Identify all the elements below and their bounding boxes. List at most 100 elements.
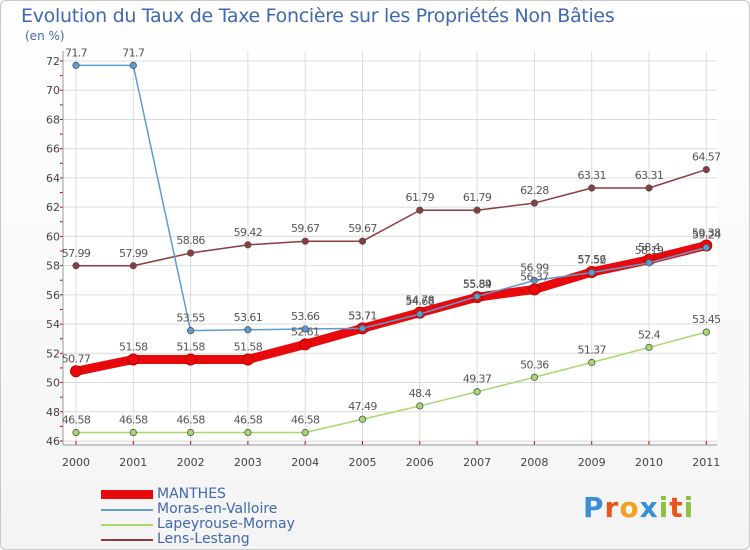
data-label-lens-lestang: 61.79 bbox=[406, 191, 435, 204]
data-label-manthes: 53.71 bbox=[348, 309, 377, 322]
data-label-lapeyrouse-mornay: 46.58 bbox=[291, 414, 320, 427]
data-label-moras-en-valloire: 58.19 bbox=[635, 244, 664, 257]
x-tick-label: 2010 bbox=[635, 456, 663, 469]
y-tick-label: 68 bbox=[46, 113, 60, 126]
legend-swatch bbox=[101, 508, 153, 511]
data-label-manthes: 51.58 bbox=[119, 340, 148, 353]
data-point-moras-en-valloire bbox=[244, 326, 252, 334]
data-point-lapeyrouse-mornay bbox=[187, 428, 195, 437]
data-label-moras-en-valloire: 53.61 bbox=[234, 311, 263, 324]
data-point-lapeyrouse-mornay bbox=[72, 428, 80, 437]
data-point-moras-en-valloire bbox=[187, 327, 195, 335]
y-tick-label: 72 bbox=[46, 55, 60, 68]
y-tick-label: 60 bbox=[46, 230, 60, 243]
y-tick-label: 52 bbox=[46, 347, 60, 360]
x-tick-label: 2001 bbox=[119, 456, 147, 469]
x-tick-label: 2004 bbox=[291, 456, 319, 469]
y-tick-label: 50 bbox=[46, 377, 60, 390]
data-point-lapeyrouse-mornay bbox=[129, 428, 137, 437]
y-tick-label: 48 bbox=[46, 406, 60, 419]
x-tick-label: 2005 bbox=[349, 456, 377, 469]
data-point-lens-lestang bbox=[702, 165, 710, 174]
data-label-lens-lestang: 61.79 bbox=[463, 191, 492, 204]
data-label-moras-en-valloire: 57.52 bbox=[577, 254, 606, 267]
data-label-lapeyrouse-mornay: 46.58 bbox=[234, 414, 263, 427]
legend-label: Moras-en-Valloire bbox=[157, 501, 278, 517]
data-label-lens-lestang: 59.67 bbox=[348, 222, 377, 235]
data-point-moras-en-valloire bbox=[416, 310, 424, 318]
data-point-lens-lestang bbox=[244, 241, 252, 249]
data-label-manthes: 51.58 bbox=[234, 340, 263, 353]
data-label-lapeyrouse-mornay: 52.4 bbox=[638, 328, 661, 341]
data-point-lapeyrouse-mornay bbox=[530, 373, 539, 381]
legend: MANTHES Moras-en-Valloire Lapeyrouse-Morna… bbox=[101, 487, 295, 547]
logo-letter: P bbox=[583, 491, 605, 524]
data-label-moras-en-valloire: 54.68 bbox=[406, 295, 435, 308]
data-point-moras-en-valloire bbox=[301, 325, 309, 333]
legend-item-lapeyrouse-mornay: Lapeyrouse-Mornay bbox=[101, 517, 295, 532]
data-point-manthes bbox=[528, 283, 541, 296]
legend-label: Lens-Lestang bbox=[157, 531, 250, 547]
data-point-lens-lestang bbox=[588, 184, 596, 192]
y-tick-label: 64 bbox=[46, 172, 60, 185]
data-label-moras-en-valloire: 71.7 bbox=[65, 46, 88, 59]
data-point-lens-lestang bbox=[72, 262, 80, 270]
data-label-manthes: 57.56 bbox=[577, 253, 606, 266]
x-tick-label: 2011 bbox=[692, 456, 720, 469]
logo-letter: x bbox=[639, 491, 659, 524]
series-line-moras-en-valloire bbox=[76, 64, 707, 332]
data-label-moras-en-valloire: 55.89 bbox=[463, 277, 492, 290]
data-label-lapeyrouse-mornay: 49.37 bbox=[463, 373, 492, 386]
data-point-lapeyrouse-mornay bbox=[358, 415, 367, 423]
data-label-lens-lestang: 64.57 bbox=[692, 151, 721, 164]
data-label-moras-en-valloire: 71.7 bbox=[122, 46, 145, 59]
y-tick-label: 66 bbox=[46, 143, 60, 156]
data-point-manthes bbox=[299, 338, 312, 351]
data-label-lapeyrouse-mornay: 53.45 bbox=[692, 313, 721, 326]
data-label-manthes: 59.38 bbox=[692, 226, 721, 239]
data-point-lapeyrouse-mornay bbox=[301, 428, 309, 437]
data-label-lapeyrouse-mornay: 51.37 bbox=[577, 344, 606, 357]
legend-swatch bbox=[101, 538, 153, 541]
data-point-manthes bbox=[127, 353, 140, 366]
x-tick-label: 2000 bbox=[62, 456, 90, 469]
data-label-lens-lestang: 59.67 bbox=[291, 222, 320, 235]
logo-letter: i bbox=[683, 491, 695, 524]
data-label-lapeyrouse-mornay: 46.58 bbox=[119, 414, 148, 427]
y-tick-label: 62 bbox=[46, 201, 60, 214]
data-point-lens-lestang bbox=[416, 206, 424, 214]
legend-swatch bbox=[101, 490, 153, 499]
data-point-moras-en-valloire bbox=[645, 259, 653, 267]
data-label-moras-en-valloire: 53.71 bbox=[348, 309, 377, 322]
data-point-lapeyrouse-mornay bbox=[416, 402, 424, 410]
data-label-moras-en-valloire: 59.24 bbox=[692, 228, 721, 241]
logo-letter: r bbox=[604, 491, 620, 524]
data-label-moras-en-valloire: 53.55 bbox=[176, 312, 205, 325]
data-point-moras-en-valloire bbox=[702, 243, 710, 252]
unit-label: (en %) bbox=[25, 29, 65, 43]
logo-letter: o bbox=[619, 491, 640, 524]
data-label-moras-en-valloire: 56.99 bbox=[520, 261, 549, 274]
data-label-lens-lestang: 62.28 bbox=[520, 184, 549, 197]
proxiti-logo: Proxiti bbox=[583, 491, 694, 524]
data-label-lens-lestang: 63.31 bbox=[577, 169, 606, 182]
data-point-moras-en-valloire bbox=[473, 292, 481, 301]
logo-letter: i bbox=[658, 491, 670, 524]
data-point-moras-en-valloire bbox=[358, 324, 367, 332]
data-point-moras-en-valloire bbox=[588, 269, 596, 277]
data-label-lapeyrouse-mornay: 48.4 bbox=[409, 387, 432, 400]
data-point-lens-lestang bbox=[358, 237, 367, 245]
data-point-manthes bbox=[184, 353, 197, 366]
data-point-lens-lestang bbox=[473, 206, 481, 214]
y-tick-label: 58 bbox=[46, 260, 60, 273]
data-point-lapeyrouse-mornay bbox=[473, 388, 481, 396]
logo-letter: t bbox=[669, 491, 684, 524]
legend-item-moras-en-valloire: Moras-en-Valloire bbox=[101, 502, 295, 517]
data-point-manthes bbox=[70, 365, 82, 378]
data-point-lapeyrouse-mornay bbox=[702, 328, 710, 336]
data-point-moras-en-valloire bbox=[129, 61, 137, 69]
legend-item-lens-lestang: Lens-Lestang bbox=[101, 532, 295, 547]
x-tick-label: 2006 bbox=[406, 456, 434, 469]
